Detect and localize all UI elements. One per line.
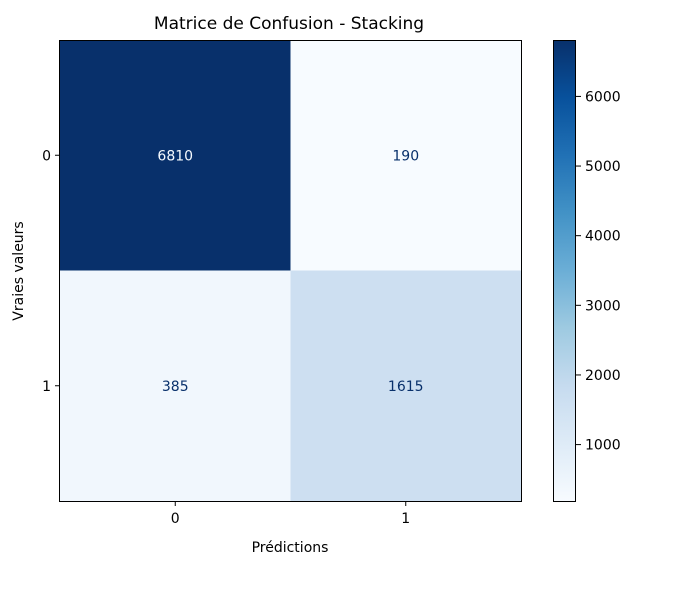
colorbar-tick-label: 3000 [585,298,621,314]
colorbar-tick-label: 4000 [585,229,621,245]
x-tick-label: 1 [401,511,410,527]
heatmap-cells [60,40,522,502]
y-axis-label: Vraies valeurs [11,221,27,320]
heatmap-cell [290,40,522,271]
heatmap-cell [290,270,522,502]
cell-value-label: 190 [392,148,419,164]
colorbar [553,40,576,501]
cell-value-label: 385 [162,379,189,395]
x-axis-label: Prédictions [252,540,329,556]
x-tick-label: 0 [171,511,180,527]
colorbar-tick-label: 1000 [585,438,621,454]
heatmap-cell [60,270,291,502]
colorbar-frame [553,40,576,502]
chart-title: Matrice de Confusion - Stacking [154,14,424,34]
colorbar-tick-label: 6000 [585,89,621,105]
cell-value-label: 6810 [157,148,193,164]
cell-value-label: 1615 [388,379,424,395]
y-tick-label: 1 [42,379,51,395]
plot-frame [59,40,522,502]
heatmap-cell-labels: 6810 190 385 1615 [157,148,423,395]
colorbar-tick-label: 5000 [585,159,621,175]
y-tick-label: 0 [42,148,51,164]
colorbar-tick-label: 2000 [585,368,621,384]
heatmap-cell [60,40,291,271]
y-axis-ticks: 01 [42,148,60,395]
colorbar-ticks: 1000 2000 3000 4000 5000 6000 [576,89,621,454]
